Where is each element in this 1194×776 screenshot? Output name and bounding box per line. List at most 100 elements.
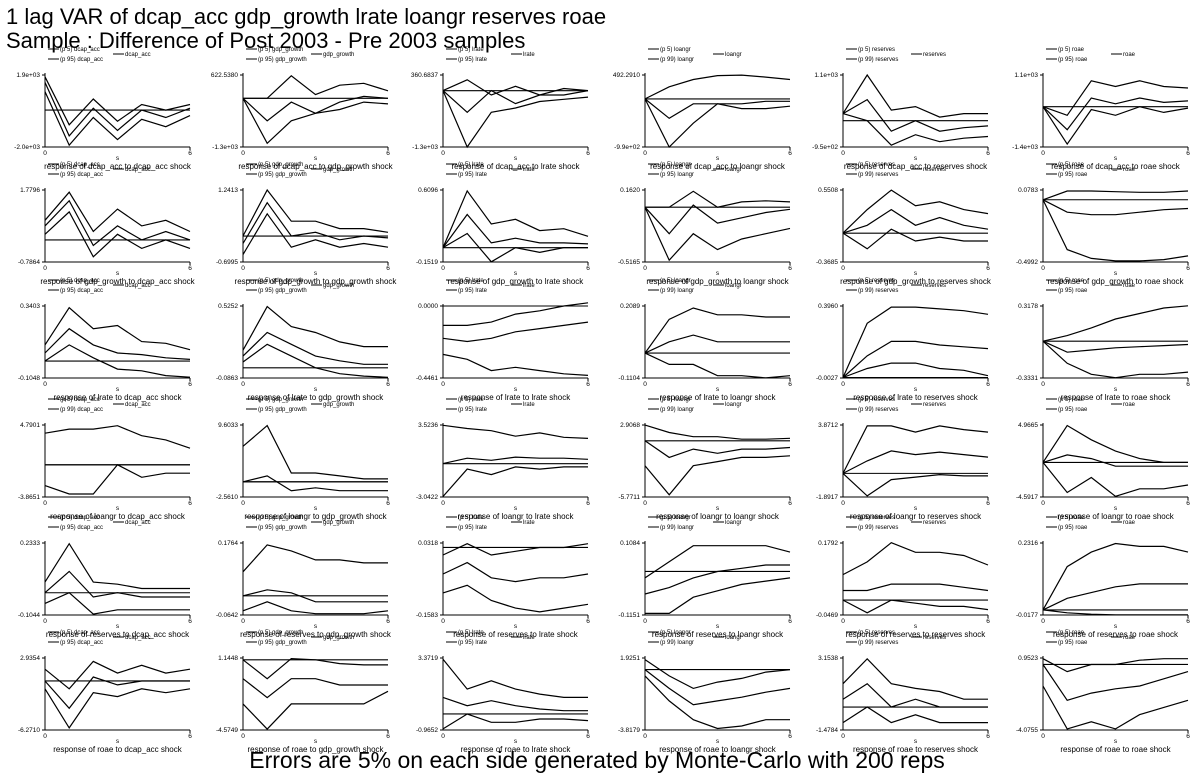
series-line: [442, 696, 588, 712]
x-axis-label: s: [1114, 505, 1118, 512]
x-tick-label: 6: [586, 265, 590, 272]
panel-title: response of loangr to roae shock: [1057, 512, 1175, 521]
series-line: [1042, 305, 1189, 342]
legend-label: reserves: [923, 52, 946, 58]
y-tick-label-max: 492.2910: [613, 72, 640, 79]
series-line: [44, 76, 191, 126]
legend-label: (p 5) reserves: [858, 162, 895, 168]
x-tick-label: 6: [986, 733, 990, 740]
series-line: [842, 340, 989, 378]
irf-panel: (p 5) reserves reserves (p 99) reserves 0.3…: [816, 278, 990, 402]
series-line: [44, 344, 191, 378]
x-tick-label: 0: [241, 500, 245, 507]
legend-label: (p 95) gdp_growth: [258, 407, 307, 413]
legend-label: reserves: [923, 402, 946, 408]
x-axis-label: s: [116, 155, 120, 162]
x-tick-label: 0: [43, 733, 47, 740]
series-line: [442, 189, 589, 248]
y-tick-label-max: 0.0783: [1018, 187, 1038, 194]
y-tick-label-min: -0.1583: [416, 612, 438, 619]
series-line: [44, 676, 190, 710]
x-tick-label: 0: [241, 618, 245, 625]
panel-title: response of reserves to reserves shock: [846, 630, 987, 639]
x-tick-label: 6: [586, 618, 590, 625]
x-tick-label: 0: [643, 381, 647, 388]
x-tick-label: 6: [788, 500, 792, 507]
x-axis-label: s: [514, 505, 518, 512]
legend-label: (p 95) dcap_acc: [60, 288, 103, 294]
irf-panel: (p 5) roae roae (p 95) roae 1.1e+03 -1.4e+03…: [1012, 47, 1190, 171]
y-tick-label-max: 0.3178: [1018, 303, 1038, 310]
panel-title: response of gdp_growth to reserves shock: [840, 277, 992, 286]
y-tick-label-min: -4.5749: [216, 727, 238, 734]
series-line: [644, 206, 791, 262]
legend-label: dcap_acc: [125, 283, 151, 289]
panel-title: response of roae to loangr shock: [659, 745, 777, 754]
x-axis-label: s: [1114, 623, 1118, 630]
series-line: [644, 352, 791, 379]
legend-label: roae: [1123, 402, 1136, 408]
y-tick-label-max: 0.5508: [818, 187, 838, 194]
series-line: [242, 188, 389, 237]
panel-title: response of loangr to lrate shock: [457, 512, 574, 521]
x-tick-label: 0: [841, 381, 845, 388]
legend-label: roae: [1123, 167, 1136, 173]
legend-label: reserves: [923, 520, 946, 526]
y-tick-label-max: 3.3719: [418, 655, 438, 662]
legend-label: (p 5) loangr: [660, 630, 691, 636]
x-tick-label: 0: [441, 381, 445, 388]
series-line: [1042, 199, 1189, 216]
series-line: [645, 190, 791, 208]
x-tick-label: 6: [986, 500, 990, 507]
legend-label: (p 95) roae: [1058, 640, 1088, 646]
y-tick-label-max: 4.7901: [20, 422, 40, 429]
x-tick-label: 0: [841, 265, 845, 272]
y-tick-label-max: 1.1e+03: [814, 72, 838, 79]
y-tick-label-max: 0.9523: [1018, 655, 1038, 662]
y-tick-label-max: 1.1448: [218, 655, 238, 662]
series-line: [1042, 106, 1189, 146]
panel-title: response of dcap_acc to loangr shock: [650, 162, 786, 171]
legend-label: (p 5) dcap_acc: [60, 630, 100, 636]
y-tick-label-max: 0.2089: [620, 303, 640, 310]
x-tick-label: 6: [386, 150, 390, 157]
legend-label: (p 95) gdp_growth: [258, 172, 307, 178]
panel-title: response of reserves to gdp_growth shock: [240, 630, 392, 639]
y-tick-label-max: 0.1792: [818, 540, 838, 547]
legend-label: (p 5) gdp_growth: [258, 515, 303, 521]
x-tick-label: 6: [586, 500, 590, 507]
x-axis-label: s: [1114, 155, 1118, 162]
x-axis-label: s: [514, 270, 518, 277]
series-line: [644, 675, 790, 730]
series-line: [242, 690, 389, 730]
legend-label: loangr: [725, 52, 742, 58]
x-tick-label: 6: [1186, 500, 1190, 507]
panel-title: response of roae to roae shock: [1060, 745, 1171, 754]
legend-label: roae: [1123, 520, 1136, 526]
y-tick-label-max: 4.9665: [1018, 422, 1038, 429]
x-axis-label: s: [1114, 738, 1118, 745]
series-line: [842, 208, 989, 234]
irf-panel: (p 5) loangr loangr (p 99) loangr 2.9068 -5.…: [618, 397, 792, 521]
y-tick-label-max: 0.1764: [218, 540, 238, 547]
legend-label: reserves: [923, 167, 946, 173]
irf-panel: (p 5) gdp_growth gdp_growth (p 95) gdp_gro…: [216, 630, 390, 754]
irf-panel: (p 5) gdp_growth gdp_growth (p 95) gdp_gro…: [216, 278, 390, 402]
legend-label: (p 5) roae: [1058, 630, 1085, 636]
x-tick-label: 0: [1041, 265, 1045, 272]
irf-panel: (p 5) dcap_acc dcap_acc (p 99) dcap_acc 4.7…: [18, 397, 192, 521]
chart-footer-note: Errors are 5% on each side generated by …: [249, 747, 945, 773]
y-tick-label-min: -4.0755: [1016, 727, 1038, 734]
y-tick-label-min: -0.3685: [816, 259, 838, 266]
irf-panel: (p 5) loangr loangr (p 99) loangr 0.2089 -0.…: [618, 278, 792, 402]
legend-label: (p 95) lrate: [458, 407, 488, 413]
legend-label: (p 95) dcap_acc: [60, 525, 103, 531]
series-line: [842, 472, 988, 497]
legend-label: (p 95) lrate: [458, 57, 488, 63]
x-tick-label: 6: [1186, 618, 1190, 625]
irf-panel: (p 5) reserves reserves (p 99) reserves 1.1…: [812, 47, 990, 171]
x-axis-label: s: [314, 386, 318, 393]
y-tick-label-max: 0.2316: [1018, 540, 1038, 547]
legend-label: gdp_growth: [323, 52, 354, 58]
series-line: [644, 334, 790, 354]
